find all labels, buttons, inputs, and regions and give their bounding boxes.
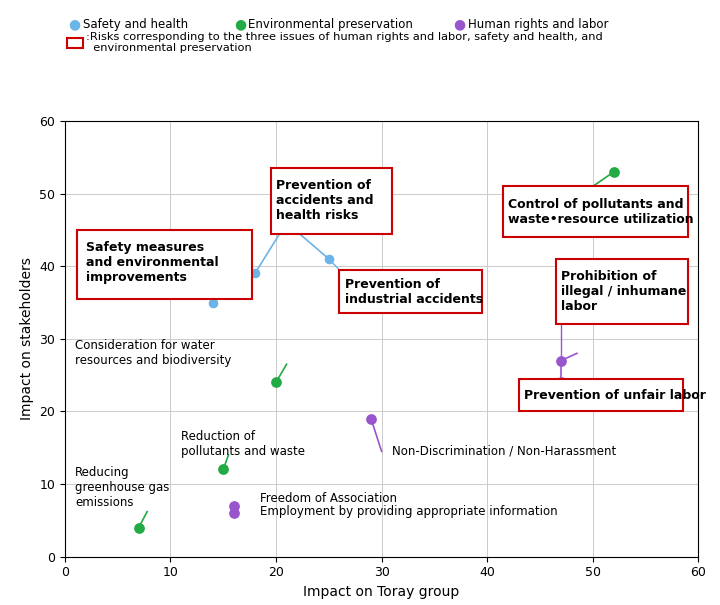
Y-axis label: Impact on stakeholders: Impact on stakeholders xyxy=(19,257,34,420)
Text: Prevention of unfair labor: Prevention of unfair labor xyxy=(524,389,706,402)
FancyBboxPatch shape xyxy=(556,259,688,324)
Text: :Risks corresponding to the three issues of human rights and labor, safety and h: :Risks corresponding to the three issues… xyxy=(86,31,603,53)
Text: Reducing
greenhouse gas
emissions: Reducing greenhouse gas emissions xyxy=(76,466,170,509)
Point xyxy=(228,501,240,511)
Text: Employment by providing appropriate information: Employment by providing appropriate info… xyxy=(260,505,558,518)
Text: Environmental preservation: Environmental preservation xyxy=(248,18,413,31)
Text: ●: ● xyxy=(68,17,81,31)
Point xyxy=(323,254,335,264)
Text: Freedom of Association: Freedom of Association xyxy=(260,492,397,505)
FancyBboxPatch shape xyxy=(519,379,683,411)
Text: ●: ● xyxy=(234,17,246,31)
Point xyxy=(217,465,229,474)
Text: Human rights and labor: Human rights and labor xyxy=(468,18,608,31)
Point xyxy=(133,523,145,532)
FancyBboxPatch shape xyxy=(78,230,252,299)
Point xyxy=(270,378,282,387)
Point xyxy=(555,356,567,365)
Point xyxy=(555,378,567,387)
Point xyxy=(365,414,377,424)
FancyBboxPatch shape xyxy=(503,186,688,237)
Text: Reduction of
pollutants and waste: Reduction of pollutants and waste xyxy=(181,430,305,457)
Text: Prohibition of
illegal / inhumane
labor: Prohibition of illegal / inhumane labor xyxy=(561,270,686,313)
Text: ●: ● xyxy=(454,17,466,31)
Text: Safety and health: Safety and health xyxy=(83,18,188,31)
Point xyxy=(207,298,218,307)
Point xyxy=(249,269,261,278)
FancyBboxPatch shape xyxy=(339,270,482,313)
Text: Prevention of
industrial accidents: Prevention of industrial accidents xyxy=(345,278,483,306)
Text: Control of pollutants and
waste•resource utilization: Control of pollutants and waste•resource… xyxy=(508,198,694,226)
Point xyxy=(228,508,240,518)
FancyBboxPatch shape xyxy=(271,168,392,234)
Text: Non-Discrimination / Non-Harassment: Non-Discrimination / Non-Harassment xyxy=(392,445,616,458)
Point xyxy=(608,167,620,177)
X-axis label: Impact on Toray group: Impact on Toray group xyxy=(303,585,460,599)
Point xyxy=(281,218,292,227)
Text: Prevention of
accidents and
health risks: Prevention of accidents and health risks xyxy=(276,179,374,223)
Text: Consideration for water
resources and biodiversity: Consideration for water resources and bi… xyxy=(76,339,232,367)
Text: Safety measures
and environmental
improvements: Safety measures and environmental improv… xyxy=(86,241,219,284)
